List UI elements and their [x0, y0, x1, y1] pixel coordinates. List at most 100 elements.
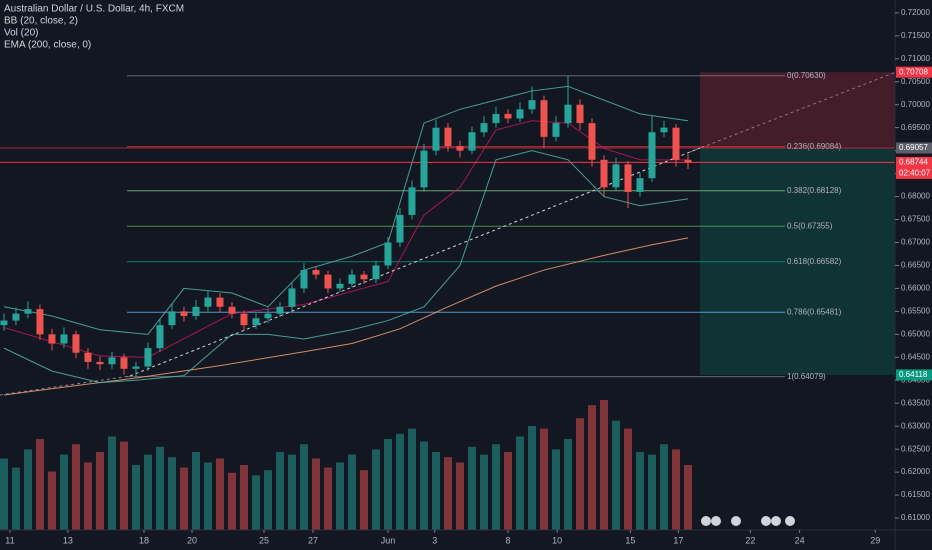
candle-body — [408, 187, 416, 215]
volume-bar — [611, 420, 620, 530]
candle-body — [528, 100, 536, 110]
countdown: 02:40:07 — [899, 169, 931, 178]
candle-body — [552, 123, 560, 137]
candle-body — [600, 159, 608, 188]
y-tick-label: 0.67500 — [901, 215, 930, 224]
volume-bar — [539, 428, 548, 530]
indicator-line — [3, 150, 689, 384]
fib-label: 0.382(0.68128) — [787, 186, 842, 195]
volume-bar — [407, 428, 416, 530]
volume-bar — [0, 458, 8, 530]
candle-body — [384, 242, 392, 266]
candle-body — [60, 334, 68, 344]
y-tick-label: 0.71000 — [901, 54, 930, 63]
volume-bar — [131, 465, 140, 530]
candle-body — [396, 214, 404, 243]
x-tick-label: 29 — [870, 535, 880, 545]
volume-bar — [155, 446, 164, 530]
y-tick-label: 0.70500 — [901, 77, 930, 86]
candle-body — [24, 309, 32, 314]
volume-bar — [107, 436, 116, 530]
fib-label: 0.236(0.69084) — [787, 142, 842, 151]
price-tag-label: 0.68744 — [899, 158, 928, 167]
volume-bar — [239, 465, 248, 530]
volume-bar — [167, 457, 176, 530]
volume-bar — [503, 452, 512, 530]
candle-body — [324, 274, 332, 289]
volume-bar — [467, 446, 476, 530]
volume-bar — [671, 449, 680, 530]
volume-bar — [551, 449, 560, 530]
x-tick-label: 3 — [432, 535, 437, 545]
volume-bar — [575, 418, 584, 530]
y-tick-label: 0.62000 — [901, 467, 930, 476]
candle-body — [108, 357, 116, 365]
x-tick-label: 22 — [745, 535, 755, 545]
price-tag — [896, 156, 932, 179]
candle-body — [360, 274, 368, 280]
volume-bar — [395, 433, 404, 530]
volume-bar — [35, 439, 44, 530]
indicator-label: EMA (200, close, 0) — [4, 40, 91, 51]
volume-bar — [635, 452, 644, 530]
candle-body — [240, 313, 248, 326]
volume-bar — [83, 462, 92, 530]
volume-bar — [119, 441, 128, 530]
candle-body — [228, 306, 236, 314]
y-tick-label: 0.72000 — [901, 8, 930, 17]
candle-body — [684, 159, 692, 163]
volume-bar — [527, 426, 536, 530]
candle-body — [588, 123, 596, 160]
fib-label: 0.786(0.65481) — [787, 307, 842, 316]
price-tag — [896, 66, 932, 78]
price-tag-label: 0.70708 — [899, 67, 928, 76]
candle-body — [204, 297, 212, 307]
candle-layer — [0, 75, 692, 377]
legend: Australian Dollar / U.S. Dollar, 4h, FXC… — [4, 4, 184, 51]
candle-body — [12, 313, 20, 321]
candle-body — [516, 109, 524, 119]
volume-bar — [215, 458, 224, 530]
candle-body — [84, 352, 92, 362]
candle-body — [300, 270, 308, 289]
volume-bar — [491, 444, 500, 530]
x-tick-label: 11 — [5, 535, 14, 545]
price-tag — [896, 142, 932, 154]
candle-body — [264, 313, 272, 319]
volume-bar — [227, 472, 236, 530]
volume-bar — [71, 444, 80, 530]
volume-bar — [647, 454, 656, 530]
candle-body — [0, 320, 8, 326]
volume-bar — [143, 454, 152, 530]
y-tick-label: 0.65500 — [901, 306, 930, 315]
x-tick-label: 13 — [63, 535, 73, 545]
volume-bar — [275, 452, 284, 530]
x-tick-label: 24 — [795, 535, 805, 545]
candle-body — [468, 132, 476, 151]
y-tick-label: 0.65000 — [901, 329, 930, 338]
candle-body — [420, 150, 428, 188]
volume-bar — [311, 458, 320, 530]
volume-bar — [563, 439, 572, 530]
volume-bar — [323, 467, 332, 530]
candle-body — [48, 334, 56, 344]
y-tick-label: 0.71500 — [901, 31, 930, 40]
volume-bar — [251, 475, 260, 530]
axis-layer: 0.61000 0.61500 0.62000 0.62500 0.63000 0.635… — [5, 8, 932, 545]
fib-label: 0(0.70630) — [787, 71, 826, 80]
x-tick-label: 18 — [139, 535, 149, 545]
volume-bar — [11, 467, 20, 530]
price-tag-label: 0.69057 — [899, 143, 928, 152]
fib-label: 0.618(0.66582) — [787, 257, 842, 266]
fib-label: 1(0.64079) — [787, 372, 826, 381]
trend-extension — [689, 57, 932, 153]
y-tick-label: 0.66000 — [901, 284, 930, 293]
x-tick-label: 20 — [187, 535, 197, 545]
candle-body — [648, 132, 656, 179]
candle-body — [192, 306, 200, 316]
candle-body — [672, 127, 680, 160]
event-icon — [711, 516, 721, 526]
x-tick-label: 17 — [673, 535, 683, 545]
candle-body — [36, 309, 44, 335]
